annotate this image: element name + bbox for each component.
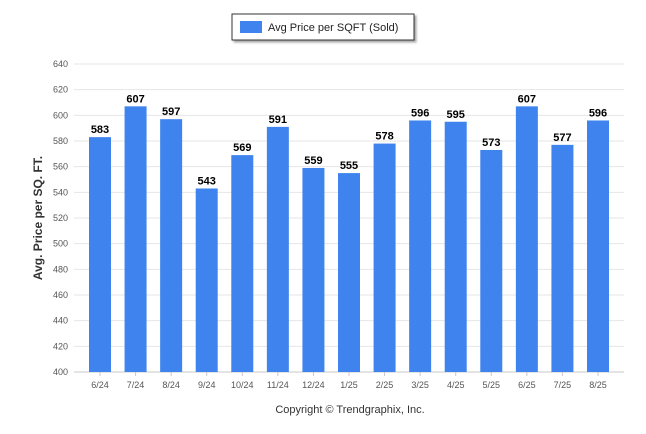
data-label: 578	[375, 131, 393, 143]
data-label: 543	[198, 175, 216, 187]
bar[interactable]	[124, 106, 147, 372]
x-tick-label: 8/24	[162, 380, 180, 390]
x-tick-label: 3/25	[411, 380, 429, 390]
data-label: 597	[162, 106, 180, 118]
bar[interactable]	[338, 173, 360, 372]
data-label: 573	[482, 137, 500, 149]
y-tick-label: 560	[53, 162, 68, 172]
bar[interactable]	[160, 119, 183, 372]
data-label: 591	[269, 114, 287, 126]
bar[interactable]	[302, 167, 325, 372]
y-axis-title: Avg. Price per SQ. FT.	[31, 156, 45, 280]
x-tick-label: 7/24	[127, 380, 145, 390]
bar[interactable]	[515, 106, 538, 372]
y-tick-label: 580	[53, 136, 68, 146]
data-label: 583	[91, 124, 109, 136]
legend-box	[231, 13, 415, 41]
y-tick-label: 520	[53, 213, 68, 223]
y-tick-label: 540	[53, 187, 68, 197]
y-tick-label: 420	[53, 341, 68, 351]
x-tick-label: 11/24	[267, 380, 289, 390]
x-tick-label: 5/25	[483, 380, 501, 390]
bar[interactable]	[551, 144, 574, 372]
y-tick-label: 640	[53, 59, 68, 69]
legend-label: Avg Price per SQFT (Sold)	[268, 22, 398, 34]
data-label: 595	[447, 109, 465, 121]
y-tick-label: 440	[53, 316, 68, 326]
bar[interactable]	[195, 188, 218, 372]
bar[interactable]	[409, 120, 432, 372]
legend-swatch	[240, 21, 262, 33]
y-tick-label: 480	[53, 264, 68, 274]
x-tick-label: 9/24	[198, 380, 216, 390]
x-tick-label: 6/24	[91, 380, 109, 390]
x-tick-label: 2/25	[376, 380, 394, 390]
x-axis-ticks: 6/24 7/24 8/24 9/24 10/24 11/24 12/24 1/25 2/25 3…	[91, 372, 607, 390]
data-label: 607	[126, 93, 144, 105]
data-label: 607	[518, 93, 536, 105]
x-tick-label: 8/25	[589, 380, 607, 390]
y-tick-label: 600	[53, 110, 68, 120]
x-tick-label: 10/24	[231, 380, 254, 390]
bar[interactable]	[266, 126, 289, 372]
bar[interactable]	[480, 149, 503, 372]
y-axis-ticks: 400 420 440 460 480 500 520 540 560 580 600 620 640	[53, 59, 68, 377]
data-labels: 583 607 597 543 569 591 559 555 578 596 595 573 607 5…	[91, 93, 607, 187]
x-tick-label: 7/25	[554, 380, 572, 390]
data-label: 555	[340, 160, 358, 172]
bar[interactable]	[231, 155, 254, 372]
bar[interactable]	[89, 137, 111, 372]
bars	[89, 106, 609, 372]
x-tick-label: 12/24	[302, 380, 325, 390]
data-label: 596	[589, 107, 607, 119]
x-tick-label: 1/25	[340, 380, 358, 390]
y-tick-label: 400	[53, 367, 68, 377]
legend[interactable]: Avg Price per SQFT (Sold)	[231, 13, 415, 41]
x-tick-label: 6/25	[518, 380, 536, 390]
data-label: 596	[411, 107, 429, 119]
y-tick-label: 460	[53, 290, 68, 300]
y-tick-label: 500	[53, 239, 68, 249]
y-tick-label: 620	[53, 85, 68, 95]
data-label: 559	[304, 155, 322, 167]
bar[interactable]	[587, 120, 609, 372]
data-label: 569	[233, 142, 251, 154]
copyright-text: Copyright © Trendgraphix, Inc.	[275, 404, 424, 416]
data-label: 577	[553, 132, 571, 144]
bar[interactable]	[373, 143, 396, 372]
x-tick-label: 4/25	[447, 380, 465, 390]
bar[interactable]	[444, 121, 467, 372]
